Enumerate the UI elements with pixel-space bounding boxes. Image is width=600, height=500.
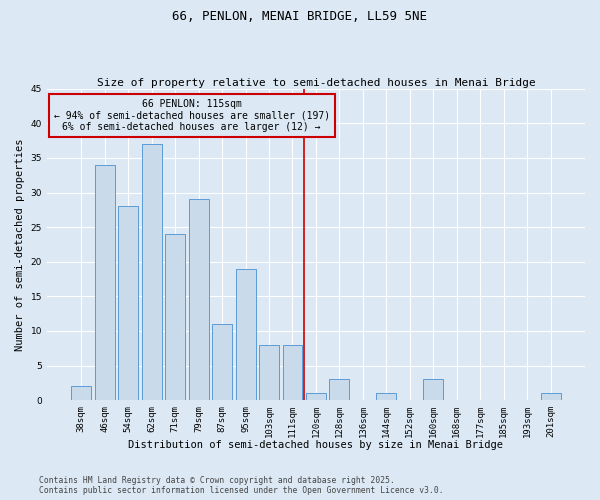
Text: Contains HM Land Registry data © Crown copyright and database right 2025.
Contai: Contains HM Land Registry data © Crown c… — [39, 476, 443, 495]
Y-axis label: Number of semi-detached properties: Number of semi-detached properties — [15, 138, 25, 350]
X-axis label: Distribution of semi-detached houses by size in Menai Bridge: Distribution of semi-detached houses by … — [128, 440, 503, 450]
Bar — [236, 268, 256, 400]
Bar — [541, 393, 560, 400]
Bar — [376, 393, 397, 400]
Bar — [306, 393, 326, 400]
Bar — [118, 206, 138, 400]
Bar — [423, 380, 443, 400]
Bar — [71, 386, 91, 400]
Bar — [142, 144, 162, 400]
Bar — [329, 380, 349, 400]
Bar — [283, 345, 302, 400]
Bar — [165, 234, 185, 400]
Text: 66 PENLON: 115sqm
← 94% of semi-detached houses are smaller (197)
6% of semi-det: 66 PENLON: 115sqm ← 94% of semi-detached… — [53, 99, 329, 132]
Bar — [95, 165, 115, 400]
Bar — [188, 200, 209, 400]
Bar — [212, 324, 232, 400]
Title: Size of property relative to semi-detached houses in Menai Bridge: Size of property relative to semi-detach… — [97, 78, 535, 88]
Text: 66, PENLON, MENAI BRIDGE, LL59 5NE: 66, PENLON, MENAI BRIDGE, LL59 5NE — [173, 10, 427, 23]
Bar — [259, 345, 279, 400]
